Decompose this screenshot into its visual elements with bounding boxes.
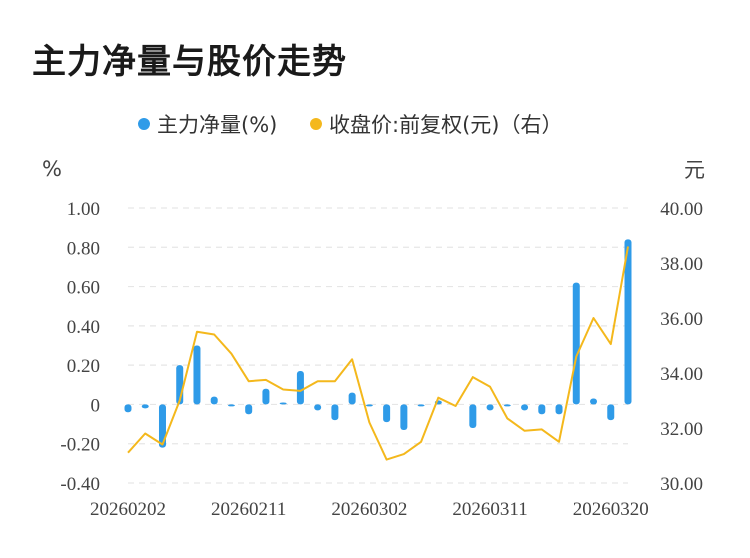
- bar: [262, 388, 270, 405]
- legend: 主力净量(%) 收盘价:前复权(元)（右）: [138, 113, 562, 137]
- legend-label: 主力净量(%): [157, 113, 277, 137]
- right-tick-label: 34.00: [660, 364, 703, 385]
- right-tick-label: 32.00: [660, 419, 703, 440]
- x-tick-label: 20260311: [452, 499, 527, 520]
- bar: [503, 404, 511, 407]
- bar: [158, 404, 166, 448]
- bar: [331, 404, 339, 421]
- left-unit-label: %: [42, 157, 62, 181]
- right-tick-label: 30.00: [660, 474, 703, 495]
- left-tick-label: 0.40: [67, 317, 100, 338]
- bar: [417, 404, 425, 407]
- bar: [314, 404, 322, 411]
- bar: [555, 404, 563, 415]
- bar: [210, 396, 218, 405]
- line-series: [127, 246, 629, 461]
- right-unit-label: 元: [684, 158, 705, 182]
- left-tick-label: 0.80: [67, 238, 100, 259]
- right-tick-label: 40.00: [660, 199, 703, 220]
- left-tick-label: 0: [91, 395, 101, 416]
- bar: [348, 392, 356, 405]
- bar-series: [124, 239, 632, 448]
- right-tick-label: 38.00: [660, 254, 703, 275]
- bar: [279, 402, 287, 405]
- bar: [141, 404, 149, 409]
- left-tick-label: -0.20: [60, 435, 100, 456]
- price-line: [127, 246, 629, 461]
- bar: [296, 371, 304, 405]
- legend-label: 收盘价:前复权(元)（右）: [329, 113, 562, 137]
- right-axis-ticks: 30.00 32.00 34.00 36.00 38.00 40.00: [660, 199, 703, 495]
- bar: [469, 404, 477, 428]
- bar: [400, 404, 408, 430]
- right-tick-label: 36.00: [660, 309, 703, 330]
- x-tick-label: 20260302: [331, 499, 407, 520]
- x-tick-label: 20260202: [90, 499, 166, 520]
- bar: [521, 404, 529, 411]
- bar: [572, 282, 580, 405]
- bar: [245, 404, 253, 415]
- x-tick-label: 20260320: [573, 499, 649, 520]
- x-axis-ticks: 20260202 20260211 20260302 20260311 20260320: [90, 499, 649, 520]
- left-axis-ticks: -0.40 -0.20 0 0.20 0.40 0.60 0.80 1.00: [60, 199, 100, 495]
- left-tick-label: -0.40: [60, 474, 100, 495]
- chart-title: 主力净量与股价走势: [32, 42, 347, 82]
- bar: [365, 404, 373, 407]
- left-tick-label: 0.20: [67, 356, 100, 377]
- bar: [590, 398, 598, 405]
- bar: [193, 345, 201, 405]
- bar: [607, 404, 615, 421]
- bar: [124, 404, 132, 413]
- bar: [486, 404, 494, 411]
- bar: [624, 239, 632, 405]
- left-tick-label: 0.60: [67, 278, 100, 299]
- bar: [383, 404, 391, 423]
- bar: [227, 404, 235, 407]
- legend-marker: [310, 118, 322, 130]
- x-tick-label: 20260211: [211, 499, 286, 520]
- bar: [538, 404, 546, 415]
- left-tick-label: 1.00: [67, 199, 100, 220]
- legend-marker: [138, 118, 150, 130]
